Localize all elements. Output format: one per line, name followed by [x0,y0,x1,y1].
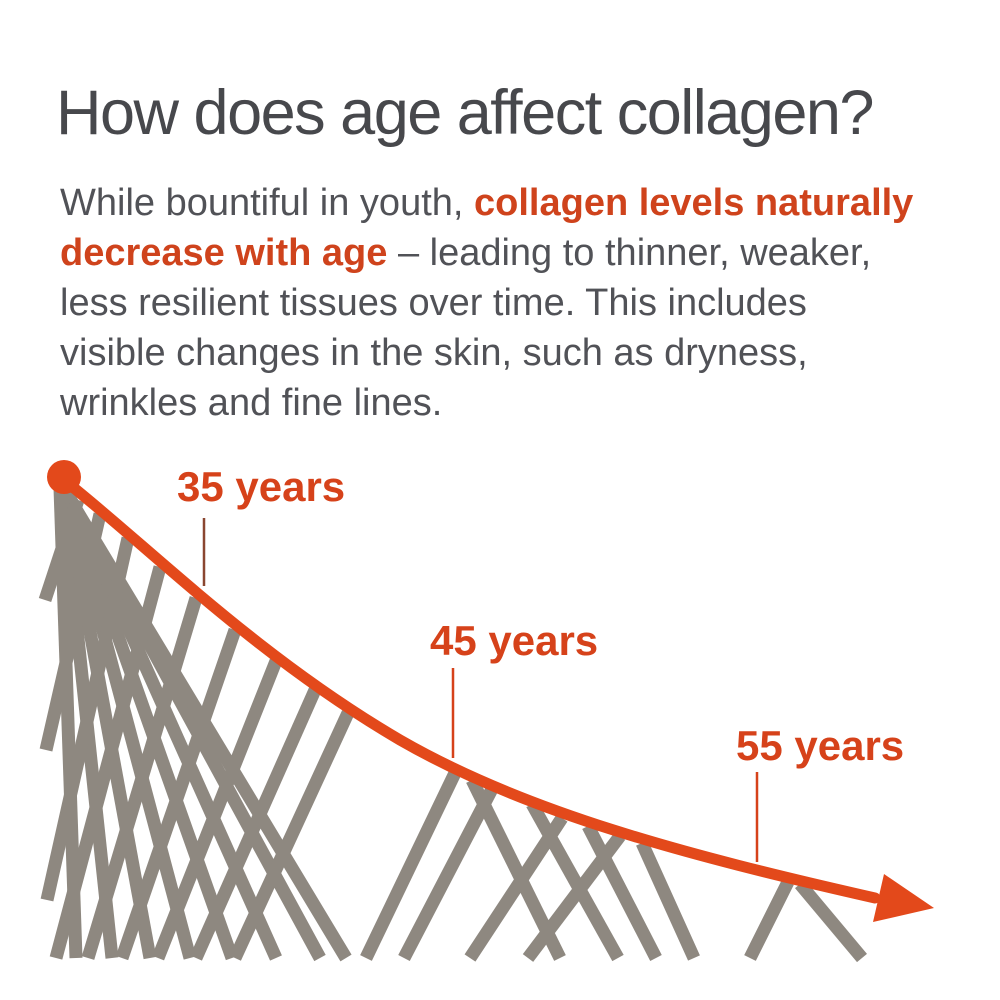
intro-text-accent: collagen levels naturally decrease with … [60,182,914,274]
fiber-lattice-dense [38,487,354,962]
fiber-lattice-sparse [744,879,867,963]
decline-curve [58,474,881,904]
collagen-chart-canvas [38,460,934,963]
fiber-lattice-medium [360,770,700,962]
curve-arrowhead-icon [873,874,934,922]
collagen-decline-chart: 35 years 45 years 55 years [0,430,1000,1000]
age-label-35: 35 years [177,463,346,510]
curve-start-dot-icon [47,460,81,494]
intro-text-normal-1: While bountiful in youth, [60,182,475,224]
intro-text-normal-2: – leading to thinner, weaker, less resil… [60,232,872,424]
age-label-55: 55 years [736,722,905,769]
page-title: How does age affect collagen? [56,78,874,149]
intro-paragraph: While bountiful in youth, collagen level… [60,178,915,428]
age-label-45: 45 years [430,617,599,664]
